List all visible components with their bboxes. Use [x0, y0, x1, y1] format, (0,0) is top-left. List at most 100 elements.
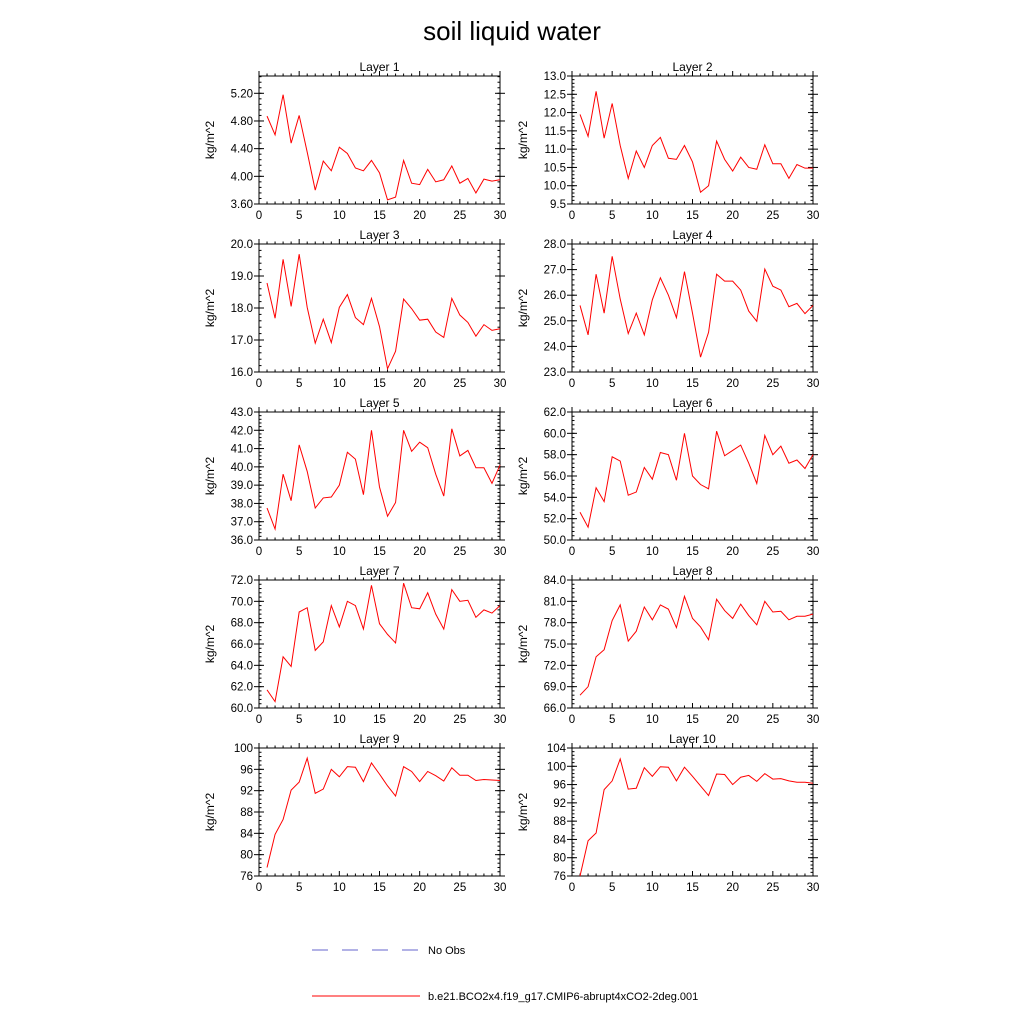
y-tick-label: 72.0 [231, 575, 253, 587]
legend-no-obs-label: No Obs [428, 945, 466, 957]
series-line [579, 594, 814, 696]
x-tick-label: 0 [569, 210, 575, 222]
x-tick-label: 5 [296, 378, 302, 390]
y-tick-label: 43.0 [231, 407, 253, 419]
panel-title: Layer 4 [672, 228, 712, 242]
x-tick-label: 20 [726, 546, 739, 558]
plot-frame [571, 75, 814, 205]
panel-title: Layer 6 [672, 396, 712, 410]
x-tick-label: 20 [413, 714, 426, 726]
y-axis-label: kg/m^2 [516, 793, 530, 832]
x-tick-label: 5 [609, 882, 615, 894]
x-tick-label: 10 [333, 210, 346, 222]
x-tick-label: 10 [646, 714, 659, 726]
x-tick-label: 0 [569, 714, 575, 726]
x-tick-label: 5 [609, 210, 615, 222]
y-axis-label: kg/m^2 [203, 793, 217, 832]
panel-title: Layer 8 [672, 564, 712, 578]
series-line [266, 94, 501, 201]
x-tick-label: 5 [296, 882, 302, 894]
y-tick-label: 37.0 [231, 517, 253, 529]
plot-frame [258, 75, 501, 205]
x-tick-label: 30 [807, 546, 820, 558]
y-tick-label: 11.0 [544, 144, 566, 156]
y-tick-label: 19.0 [231, 271, 253, 283]
x-tick-label: 25 [453, 210, 466, 222]
y-tick-label: 84 [553, 834, 566, 846]
y-tick-label: 18.0 [231, 303, 253, 315]
y-tick-label: 96 [240, 764, 253, 776]
x-tick-label: 25 [766, 378, 779, 390]
y-tick-label: 56.0 [544, 471, 566, 483]
series-line [266, 583, 501, 703]
x-tick-label: 10 [646, 546, 659, 558]
series-line [579, 757, 814, 877]
y-tick-label: 10.5 [544, 162, 566, 174]
chart-title: soil liquid water [423, 16, 601, 46]
y-tick-label: 12.5 [544, 89, 566, 101]
panel-layer-2: Layer 2 0 5 10 15 20 25 30 9.5 10.0 10.5 11.0 11.5 12… [516, 60, 819, 222]
y-tick-label: 84 [240, 828, 253, 840]
y-tick-label: 42.0 [231, 425, 253, 437]
x-tick-label: 0 [569, 882, 575, 894]
panel-title: Layer 5 [359, 396, 399, 410]
panel-title: Layer 1 [359, 60, 399, 74]
y-tick-label: 10.0 [544, 181, 566, 193]
x-tick-label: 15 [373, 546, 386, 558]
plot-frame [258, 243, 501, 373]
x-tick-label: 30 [807, 210, 820, 222]
y-tick-label: 76 [553, 871, 566, 883]
x-tick-label: 15 [686, 378, 699, 390]
y-tick-label: 25.0 [544, 316, 566, 328]
x-tick-label: 5 [609, 714, 615, 726]
x-tick-label: 20 [413, 378, 426, 390]
y-tick-label: 24.0 [544, 341, 566, 353]
x-tick-label: 25 [766, 882, 779, 894]
y-axis-label: kg/m^2 [203, 457, 217, 496]
y-tick-label: 88 [240, 807, 253, 819]
x-tick-label: 0 [256, 378, 262, 390]
x-tick-label: 25 [453, 378, 466, 390]
y-tick-label: 100 [234, 743, 253, 755]
x-tick-label: 5 [296, 714, 302, 726]
y-tick-label: 40.0 [231, 462, 253, 474]
panels: Layer 10 5 10 15 20 25 303.604.004.404.805.20k… [203, 60, 819, 894]
series-line [266, 756, 501, 868]
y-tick-label: 62.0 [544, 407, 566, 419]
panel-layer-6: Layer 6 0 5 10 15 20 25 30 50.0 52.0 54.0 56.0 58.0 6… [516, 396, 819, 558]
x-tick-label: 20 [726, 378, 739, 390]
y-axis-label: kg/m^2 [516, 625, 530, 664]
y-axis-label: kg/m^2 [516, 121, 530, 160]
x-tick-label: 25 [766, 546, 779, 558]
x-tick-label: 30 [494, 882, 507, 894]
x-tick-label: 25 [453, 882, 466, 894]
x-tick-label: 0 [256, 714, 262, 726]
x-tick-label: 25 [766, 714, 779, 726]
y-tick-label: 17.0 [231, 335, 253, 347]
legend: No Obs b.e21.BCO2x4.f19_g17.CMIP6-abrupt… [312, 945, 698, 1003]
panel-layer-9: Layer 9 0 5 10 15 20 25 30 76 80 84 88 92 96 100 kg/m^2 [203, 732, 506, 894]
x-tick-label: 10 [333, 546, 346, 558]
y-tick-label: 52.0 [544, 514, 566, 526]
x-tick-label: 5 [296, 546, 302, 558]
x-tick-label: 20 [413, 210, 426, 222]
y-tick-label: 4.00 [231, 171, 253, 183]
y-tick-label: 100 [547, 761, 566, 773]
y-axis-label: kg/m^2 [203, 289, 217, 328]
y-tick-label: 26.0 [544, 290, 566, 302]
panel-title: Layer 2 [672, 60, 712, 74]
y-tick-label: 54.0 [544, 492, 566, 504]
y-tick-label: 38.0 [231, 498, 253, 510]
y-tick-label: 4.40 [231, 144, 253, 156]
x-tick-label: 20 [726, 714, 739, 726]
x-tick-label: 20 [413, 546, 426, 558]
y-tick-label: 28.0 [544, 239, 566, 251]
plot-frame [571, 579, 814, 709]
panel-title: Layer 10 [669, 732, 716, 746]
x-tick-label: 15 [373, 714, 386, 726]
x-tick-label: 15 [686, 546, 699, 558]
x-tick-label: 0 [256, 210, 262, 222]
x-tick-label: 5 [609, 378, 615, 390]
y-axis-label: kg/m^2 [203, 625, 217, 664]
